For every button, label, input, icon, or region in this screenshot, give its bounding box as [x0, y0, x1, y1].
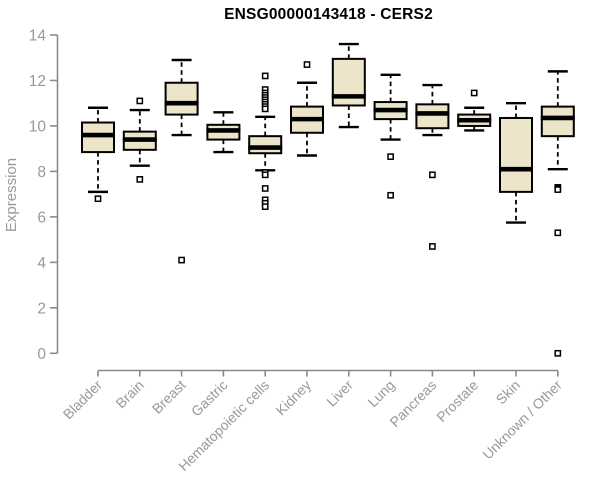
outlier-point-unknown-other	[554, 186, 562, 193]
y-tick-label: 2	[37, 300, 46, 317]
chart-title: ENSG00000143418 - CERS2	[224, 6, 433, 23]
y-tick-label: 0	[37, 346, 46, 363]
outlier-point-lung	[387, 191, 394, 199]
outlier-point-bladder	[94, 195, 102, 203]
x-category-label-skin: Skin	[493, 377, 524, 408]
x-category-label-prostate: Prostate	[433, 377, 481, 425]
x-category-label-liver: Liver	[323, 377, 356, 410]
outlier-point-kidney	[303, 61, 311, 68]
y-tick-label: 12	[29, 73, 46, 90]
outlier-point-hematopoietic-cells	[261, 203, 269, 211]
x-category-label-unknown-other: Unknown / Other	[479, 377, 565, 463]
x-category-label-brain: Brain	[112, 377, 146, 411]
y-tick-label: 4	[37, 255, 46, 272]
box-breast	[164, 81, 199, 116]
outlier-point-hematopoietic-cells	[261, 185, 269, 192]
y-tick-label: 8	[37, 164, 46, 181]
y-tick-label: 6	[37, 209, 46, 226]
outlier-point-lung	[387, 153, 394, 160]
outlier-point-brain	[136, 176, 144, 183]
outlier-point-hematopoietic-cells	[261, 105, 269, 113]
x-category-label-lung: Lung	[364, 377, 397, 410]
outlier-point-pancreas	[429, 243, 436, 250]
x-category-label-breast: Breast	[149, 377, 189, 417]
outlier-point-breast	[178, 256, 185, 264]
box-pancreas	[415, 103, 450, 130]
outlier-point-brain	[136, 97, 144, 105]
box-skin	[499, 116, 533, 193]
outlier-point-prostate	[470, 89, 478, 97]
outlier-point-unknown-other	[554, 349, 562, 357]
box-unknown-other	[540, 105, 575, 138]
x-category-label-kidney: Kidney	[273, 377, 315, 419]
outlier-point-pancreas	[429, 171, 436, 179]
outlier-point-hematopoietic-cells	[261, 171, 269, 179]
outlier-point-hematopoietic-cells	[261, 72, 269, 80]
y-tick-label: 14	[29, 27, 47, 44]
outlier-point-unknown-other	[554, 229, 562, 237]
y-tick-label: 10	[29, 118, 47, 135]
x-category-label-bladder: Bladder	[60, 377, 106, 423]
box-hematopoietic-cells	[248, 135, 283, 155]
